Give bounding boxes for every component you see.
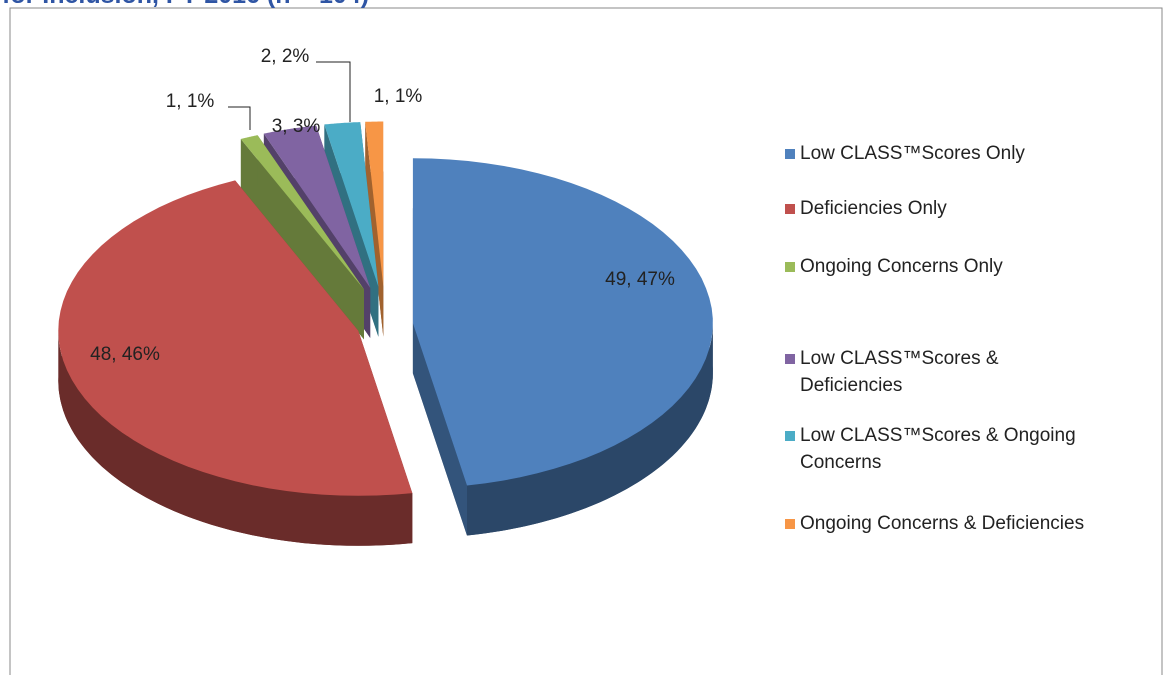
legend-item: Deficiencies Only	[785, 195, 1085, 222]
legend-item: Low CLASS™Scores & Ongoing Concerns	[785, 422, 1085, 476]
slice-face	[412, 323, 467, 536]
legend-item: Ongoing Concerns & Deficiencies	[785, 510, 1085, 537]
legend-label: Ongoing Concerns & Deficiencies	[800, 513, 1085, 534]
data-label: 2, 2%	[261, 46, 310, 67]
leader-line	[316, 61, 351, 122]
data-label: 48, 46%	[90, 344, 160, 365]
legend-swatch	[785, 354, 795, 364]
slice	[412, 158, 713, 486]
legend-swatch	[785, 149, 795, 159]
slice-wall	[58, 330, 413, 546]
legend-swatch	[785, 262, 795, 272]
slice	[263, 125, 371, 288]
slice	[240, 135, 364, 290]
slice-wall	[467, 323, 713, 536]
legend-label: Low CLASS™Scores Only	[800, 143, 1025, 164]
legend-swatch	[785, 431, 795, 441]
legend-label: Ongoing Concerns Only	[800, 256, 1003, 277]
data-label: 1, 1%	[166, 91, 215, 112]
legend-item: Low CLASS™Scores Only	[785, 140, 1085, 167]
slice	[324, 122, 379, 287]
legend-item: Low CLASS™Scores & Deficiencies	[785, 345, 1085, 399]
legend-label: Deficiencies Only	[800, 198, 947, 219]
data-label: 49, 47%	[605, 269, 675, 290]
data-label: 3, 3%	[272, 116, 321, 137]
leader-line	[228, 106, 251, 130]
data-label: 1, 1%	[374, 86, 423, 107]
legend-label: Low CLASS™Scores & Deficiencies	[800, 348, 999, 396]
slice	[365, 121, 384, 287]
chart-title: for Inclusion, FY 2016 (n = 104)	[2, 0, 369, 9]
legend-item: Ongoing Concerns Only	[785, 253, 1085, 280]
slice	[58, 180, 413, 496]
legend-swatch	[785, 519, 795, 529]
legend-swatch	[785, 204, 795, 214]
legend-label: Low CLASS™Scores & Ongoing Concerns	[800, 425, 1076, 473]
slice-face	[365, 121, 384, 337]
